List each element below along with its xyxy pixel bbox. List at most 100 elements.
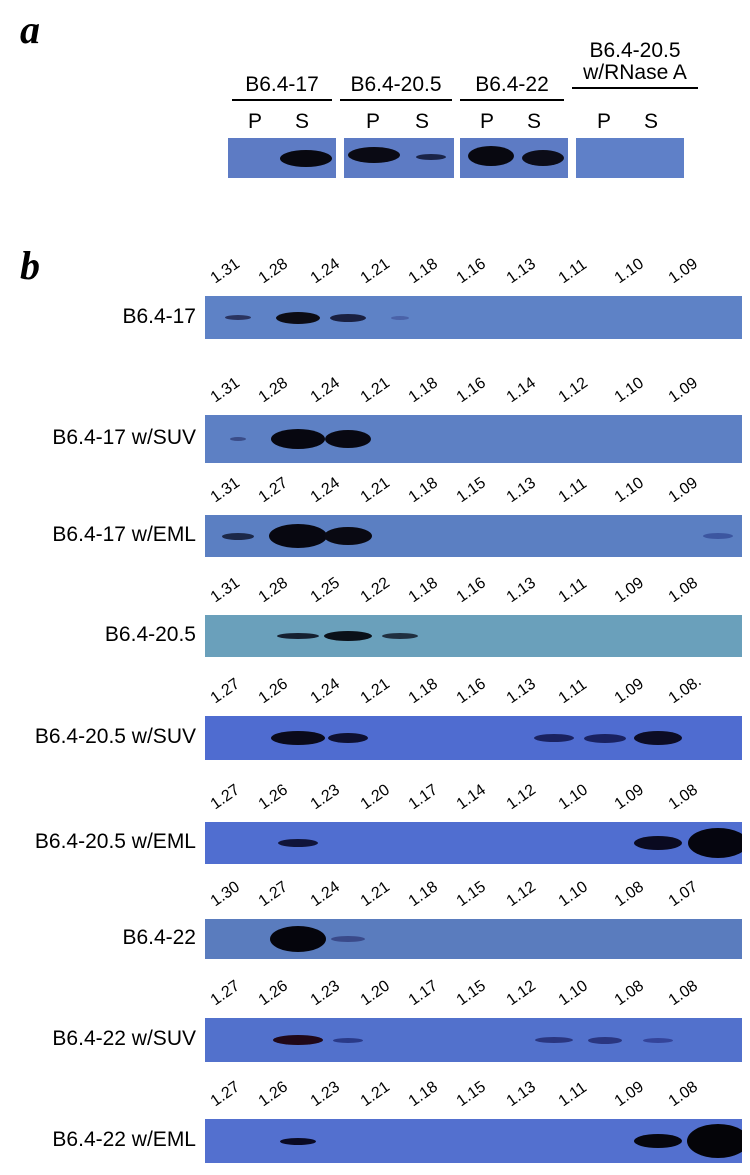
density-label: 1.31 [207, 255, 243, 288]
density-label: 1.09 [665, 255, 701, 288]
group-label-b6417: B6.4-17 [232, 73, 332, 102]
density-label: 1.09 [665, 374, 701, 407]
density-label: 1.21 [357, 255, 393, 288]
density-label: 1.20 [357, 977, 393, 1010]
density-label: 1.22 [357, 574, 393, 607]
density-label: 1.24 [307, 255, 343, 288]
density-label: 1.08 [611, 977, 647, 1010]
density-label: 1.08. [665, 672, 705, 708]
density-label: 1.16 [453, 574, 489, 607]
density-label: 1.30 [207, 878, 243, 911]
band [225, 315, 251, 320]
row-label: B6.4-20.5 [104, 623, 196, 646]
density-label: 1.08 [611, 878, 647, 911]
density-label: 1.07 [665, 878, 701, 911]
density-label: 1.24 [307, 675, 343, 708]
band [703, 533, 733, 539]
density-label: 1.12 [503, 781, 539, 814]
density-label: 1.26 [255, 1078, 291, 1111]
band [330, 313, 366, 322]
band [277, 633, 319, 639]
density-label: 1.27 [255, 474, 291, 507]
density-label: 1.21 [357, 474, 393, 507]
density-label: 1.09 [611, 675, 647, 708]
blot-strip-a1 [228, 138, 336, 178]
blot-strip-a2 [344, 138, 454, 178]
band [333, 1037, 363, 1043]
band [270, 926, 326, 952]
density-label: 1.12 [503, 977, 539, 1010]
band [273, 1035, 323, 1045]
band [535, 1037, 573, 1043]
density-label: 1.18 [405, 675, 441, 708]
band [643, 1037, 673, 1043]
density-label: 1.27 [207, 675, 243, 708]
band [324, 527, 372, 545]
density-label: 1.17 [405, 781, 441, 814]
band [391, 315, 409, 320]
band [634, 1134, 682, 1148]
group-label-b64205-rnase: B6.4-20.5 w/RNase A [572, 39, 698, 90]
density-label: 1.28 [255, 374, 291, 407]
band [348, 147, 400, 163]
density-label: 1.26 [255, 675, 291, 708]
density-label: 1.08 [665, 781, 701, 814]
band [634, 836, 682, 850]
blot-strip [205, 415, 742, 463]
density-label: 1.15 [453, 878, 489, 911]
group-underline [572, 87, 698, 90]
lane-label-p: P [248, 110, 263, 133]
band [230, 437, 246, 441]
blot-strip [205, 515, 742, 557]
lane-label-p: P [480, 110, 495, 133]
band [280, 1137, 316, 1145]
density-label: 1.10 [611, 255, 647, 288]
band [331, 936, 365, 942]
density-label: 1.18 [405, 374, 441, 407]
band [328, 733, 368, 743]
density-label: 1.13 [503, 574, 539, 607]
density-label: 1.31 [207, 374, 243, 407]
group-label-text: B6.4-22 [475, 73, 549, 96]
density-label: 1.13 [503, 255, 539, 288]
group-label-b64205: B6.4-20.5 [340, 73, 452, 102]
lane-label-s: S [295, 110, 310, 133]
band [324, 631, 372, 641]
density-label: 1.23 [307, 977, 343, 1010]
band [468, 146, 514, 166]
band [534, 734, 574, 742]
row-label: B6.4-20.5 w/EML [34, 830, 196, 853]
group-label-text: B6.4-20.5 [350, 73, 442, 96]
density-label: 1.16 [453, 255, 489, 288]
blot-strip-a4 [576, 138, 684, 178]
band [271, 429, 325, 449]
row-label: B6.4-22 w/EML [52, 1128, 196, 1151]
density-label: 1.17 [405, 977, 441, 1010]
band [634, 731, 682, 745]
density-label: 1.31 [207, 574, 243, 607]
density-label: 1.20 [357, 781, 393, 814]
density-label: 1.24 [307, 374, 343, 407]
density-label: 1.21 [357, 878, 393, 911]
band [382, 633, 418, 639]
blot-strip [205, 822, 742, 864]
density-label: 1.12 [503, 878, 539, 911]
density-label: 1.18 [405, 1078, 441, 1111]
density-label: 1.24 [307, 474, 343, 507]
row-label: B6.4-17 w/EML [52, 523, 196, 546]
density-label: 1.09 [665, 474, 701, 507]
band [584, 733, 626, 743]
density-label: 1.10 [611, 474, 647, 507]
density-label: 1.23 [307, 1078, 343, 1111]
density-label: 1.28 [255, 255, 291, 288]
density-label: 1.31 [207, 474, 243, 507]
density-label: 1.11 [555, 256, 590, 288]
density-label: 1.10 [555, 781, 591, 814]
density-label: 1.10 [611, 374, 647, 407]
density-label: 1.21 [357, 374, 393, 407]
density-label: 1.27 [207, 1078, 243, 1111]
blot-strip [205, 1018, 742, 1062]
row-label: B6.4-20.5 w/SUV [34, 725, 196, 748]
group-label-b6422: B6.4-22 [460, 73, 564, 102]
band [280, 150, 332, 167]
